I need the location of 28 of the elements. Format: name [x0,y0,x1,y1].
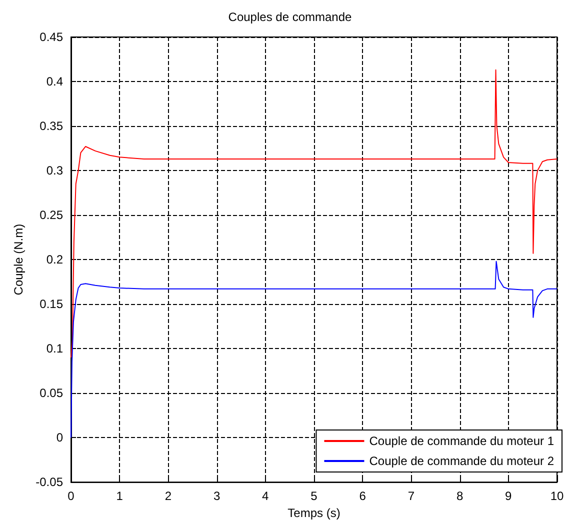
x-tick-label: 2 [164,489,172,504]
y-tick-label: 0 [56,430,64,445]
x-tick-label: 4 [262,489,270,504]
x-tick-label: 5 [310,489,318,504]
y-tick-label: 0.1 [46,342,64,356]
y-tick-label: 0.05 [40,386,64,400]
x-axis-title: Temps (s) [288,506,340,520]
x-tick-label: 1 [116,489,124,504]
x-tick-label: 10 [550,489,564,504]
y-tick-label: -0.05 [36,475,64,490]
y-tick-label: 0.4 [46,74,64,89]
y-tick-label: 0.15 [40,297,64,312]
y-tick-label: 0.45 [40,30,64,44]
x-tick-label: 0 [68,489,75,504]
x-tick-label: 8 [456,489,464,504]
y-tick-label: 0.3 [46,164,64,178]
legend-label: Couple de commande du moteur 1 [369,434,554,448]
y-tick-label: 0.25 [40,208,64,222]
x-tick-label: 6 [359,489,366,504]
y-axis-title: Couple (N.m) [12,224,26,296]
legend-label: Couple de commande du moteur 2 [369,454,554,468]
x-tick-label: 7 [408,489,415,504]
x-tick-label: 9 [505,489,512,504]
y-tick-label: 0.35 [40,119,64,134]
line-series [70,69,558,358]
x-tick-label: 3 [213,489,220,504]
chart-title: Couples de commande [228,10,352,24]
y-tick-label: 0.2 [46,252,64,267]
